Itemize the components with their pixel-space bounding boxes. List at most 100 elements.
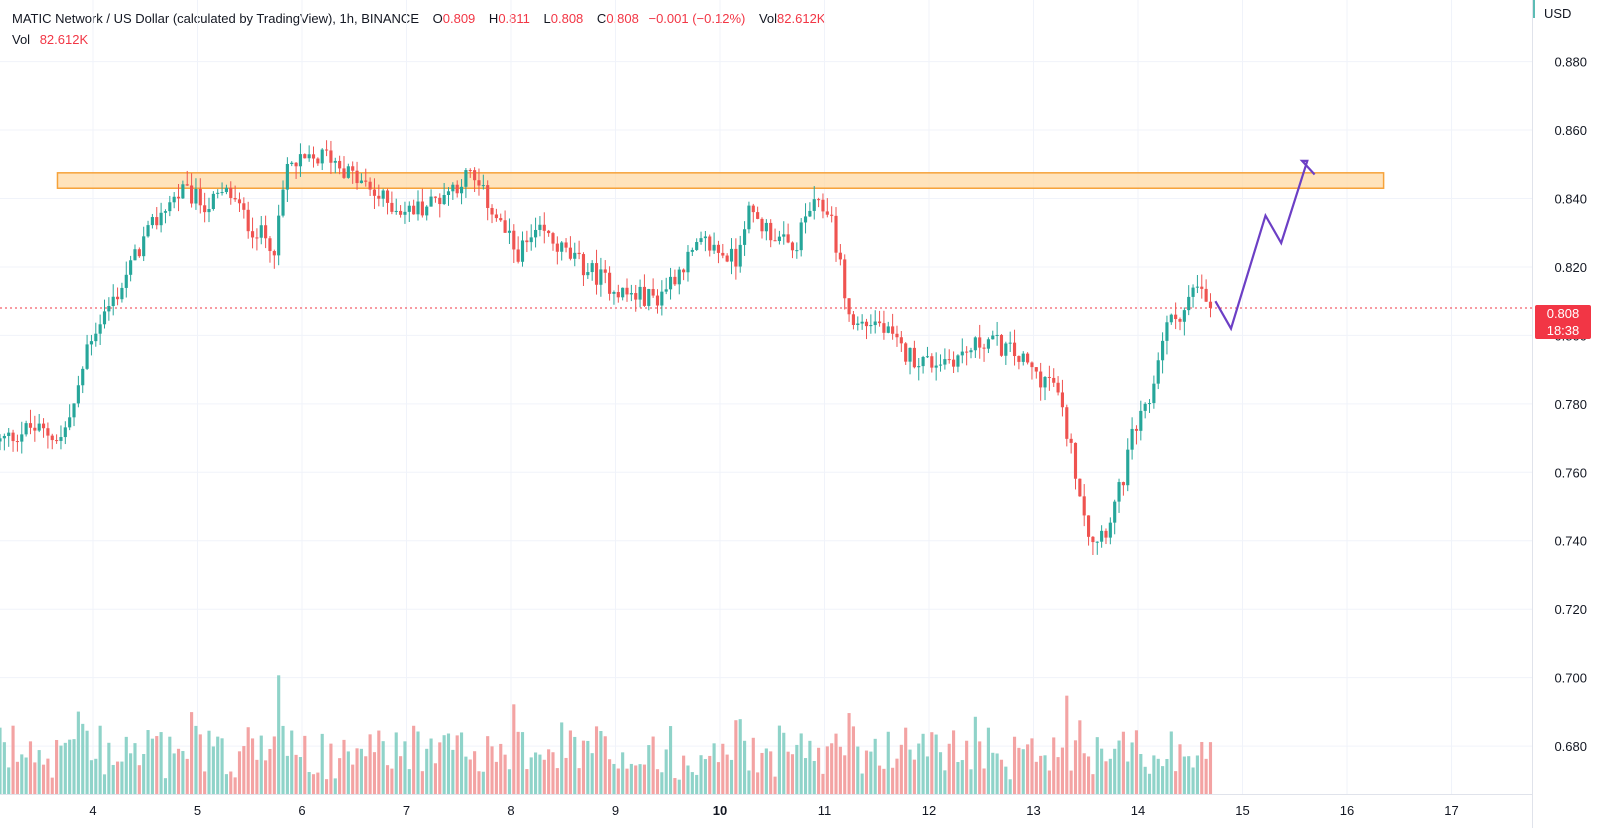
candle-body — [925, 356, 930, 358]
candle-body — [825, 211, 829, 215]
volume-bar — [446, 733, 451, 794]
volume-bar — [856, 746, 860, 794]
volume-bar — [520, 732, 525, 794]
volume-bar — [168, 736, 172, 794]
price-axis[interactable]: 0.6800.7000.7200.7400.7600.7800.8000.820… — [1554, 55, 1587, 754]
volume-bar — [921, 733, 925, 794]
candle-body — [451, 184, 455, 192]
volume-bar — [812, 760, 816, 794]
time-tick-label: 10 — [713, 803, 727, 818]
volume-bar — [468, 759, 472, 794]
volume-bar — [834, 733, 838, 794]
candle-body — [68, 417, 72, 428]
volume-bar — [651, 736, 655, 794]
candle-body — [978, 337, 982, 348]
volume-bar — [507, 769, 512, 794]
candle-body — [555, 243, 559, 252]
candle-body — [1034, 367, 1038, 372]
candle-body — [142, 236, 146, 257]
volume-bar — [747, 770, 751, 794]
candle-body — [216, 192, 220, 194]
volume-bar — [995, 753, 999, 794]
candle-body — [568, 247, 572, 259]
candle-body — [790, 242, 795, 251]
volume-bar — [33, 762, 37, 794]
volume-bar — [1034, 761, 1038, 794]
resistance-zone[interactable] — [56, 172, 1385, 189]
volume-bar — [1078, 720, 1082, 794]
volume-bar — [1095, 737, 1099, 794]
candle-body — [912, 347, 916, 368]
candle-body — [899, 337, 903, 344]
bar-countdown: 18:38 — [1546, 323, 1580, 338]
candle-body — [1082, 496, 1086, 516]
volume-bar — [891, 767, 895, 794]
candle-body — [63, 427, 67, 438]
candle-body — [877, 321, 882, 324]
candle-body — [351, 166, 355, 171]
volume-bar — [1134, 730, 1139, 794]
volume-bar — [577, 768, 581, 794]
volume-bar — [1108, 758, 1112, 794]
volume-bar — [1069, 770, 1073, 794]
volume-bar — [1021, 749, 1025, 794]
volume-bar — [634, 765, 638, 794]
volume-bar — [1130, 742, 1134, 794]
volume-bar — [586, 740, 590, 794]
candle-body — [551, 233, 555, 244]
volume-bar — [124, 736, 128, 794]
candle-body — [956, 355, 960, 367]
candle-body — [229, 187, 233, 198]
volume-bar — [843, 755, 847, 794]
volume-bar — [799, 733, 803, 794]
volume-bar — [433, 763, 437, 794]
volume-bar — [1012, 736, 1017, 794]
candle-body — [1091, 536, 1095, 543]
candle-body — [729, 248, 734, 262]
volume-bar — [647, 745, 651, 794]
candle-body — [612, 292, 616, 294]
volume-bar — [298, 756, 303, 794]
volume-bar — [163, 778, 168, 794]
candle-body — [268, 238, 272, 252]
volume-bar — [803, 758, 808, 794]
volume-bar — [629, 763, 633, 794]
volume-bar — [1200, 741, 1204, 794]
volume-bar — [55, 739, 59, 794]
candle-body — [904, 343, 908, 362]
time-tick-label: 12 — [922, 803, 936, 818]
volume-bar — [24, 757, 28, 794]
candle-body — [46, 428, 50, 436]
volume-bar — [708, 755, 712, 794]
candle-body — [181, 184, 185, 199]
volume-bar — [425, 748, 429, 794]
volume-bar — [756, 772, 760, 794]
projection-path[interactable] — [1214, 159, 1316, 332]
candle-body — [581, 254, 586, 276]
candle-body — [477, 180, 481, 186]
candle-body — [594, 263, 599, 285]
volume-bar — [594, 726, 599, 794]
candle-body — [185, 184, 189, 186]
candle-body — [629, 293, 633, 295]
candle-body — [1017, 356, 1021, 362]
volume-bar — [925, 756, 930, 794]
candle-body — [41, 423, 46, 429]
candle-body — [294, 162, 298, 167]
volume-bar — [129, 753, 133, 794]
candle-body — [255, 237, 259, 239]
volume-bar — [451, 749, 455, 794]
volume-bar — [416, 731, 420, 794]
candle-body — [207, 209, 211, 213]
candle-body — [608, 272, 612, 294]
candle-body — [2, 435, 6, 439]
volume-bar — [390, 768, 394, 794]
candle-body — [1043, 376, 1047, 388]
volume-bar — [560, 722, 564, 794]
candle-body — [316, 158, 320, 164]
time-axis[interactable]: 4 5 6 7 8 9 10 11 12 13 14 15 16 17 — [89, 803, 1458, 818]
candle-body — [547, 230, 551, 234]
candle-body — [573, 252, 577, 259]
candle-body — [320, 149, 324, 164]
